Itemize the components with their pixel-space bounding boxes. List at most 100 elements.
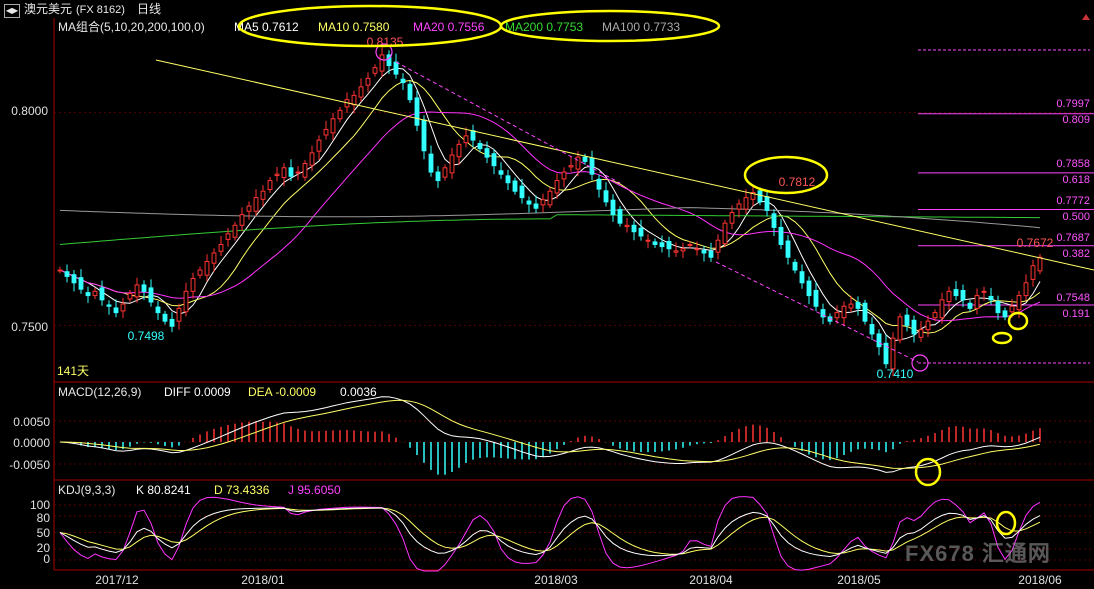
svg-text:100: 100	[30, 498, 50, 512]
candle-body	[890, 337, 896, 370]
candle-body	[967, 302, 973, 309]
candle-body	[617, 209, 623, 224]
annotation-ellipse	[914, 457, 942, 487]
candle-body	[918, 329, 924, 338]
svg-text:0.0050: 0.0050	[13, 415, 50, 429]
macd-legend: MACD(12,26,9) DIFF 0.0009 DEA -0.0009 0.…	[58, 385, 377, 399]
candle-body	[736, 203, 742, 210]
annotation-ellipse	[743, 155, 829, 195]
x-tick: 2018/05	[837, 573, 881, 587]
candle-body	[169, 318, 175, 327]
annotation-ellipse	[991, 331, 1013, 345]
ma-legend-title: MA组合(5,10,20,200,100,0)	[58, 19, 205, 34]
candle-body	[862, 302, 868, 322]
candle-body	[225, 233, 231, 240]
candle-body	[99, 287, 105, 301]
candle-body	[421, 119, 427, 152]
kdj-y-ticks: 100 80 50 20 0	[30, 498, 50, 566]
svg-text:0.0000: 0.0000	[13, 436, 50, 450]
candle-body	[358, 86, 364, 98]
candle-body	[792, 261, 798, 271]
channel-line-upper	[395, 61, 621, 184]
svg-text:0.0036: 0.0036	[340, 385, 377, 399]
instrument-name: 澳元美元	[24, 2, 73, 16]
ma200-value: MA200 0.7753	[505, 20, 583, 34]
fib-ratio-label: 0.382	[1062, 248, 1090, 260]
channel-line-lower	[715, 261, 919, 363]
macd-histogram-and-lines	[54, 396, 1094, 475]
candle-body	[785, 240, 791, 258]
candle-body	[57, 269, 63, 272]
svg-text:KDJ(9,3,3): KDJ(9,3,3)	[58, 483, 115, 497]
candle-body	[841, 305, 847, 319]
candle-body	[771, 213, 777, 228]
candle-body	[281, 167, 287, 179]
watermark: FX678 汇通网	[905, 541, 1051, 566]
macd-dea-line	[59, 399, 1041, 469]
candle-body	[155, 306, 161, 314]
candle-body	[764, 196, 770, 211]
candle-body	[386, 54, 392, 67]
candle-body	[519, 185, 525, 199]
back-icon[interactable]: ◀▶	[4, 4, 20, 18]
ma20-value: MA20 0.7556	[413, 20, 485, 34]
candle-body	[680, 248, 686, 252]
svg-text:K 80.8241: K 80.8241	[136, 483, 191, 497]
candle-body	[148, 287, 154, 303]
candle-body	[995, 301, 1001, 314]
candle-body	[64, 271, 70, 277]
candle-body	[1009, 305, 1015, 313]
candle-body	[603, 190, 609, 203]
ma-legend: MA组合(5,10,20,200,100,0) MA5 0.7612 MA10 …	[58, 19, 680, 34]
ma10-line	[59, 79, 1041, 334]
kdj-lines	[54, 496, 1094, 572]
candle-body	[1030, 265, 1036, 280]
scroll-up-icon[interactable]	[1082, 14, 1090, 20]
candle-body	[540, 199, 546, 206]
kdj-k-line	[59, 507, 1041, 558]
candle-body	[190, 278, 196, 292]
x-tick: 2018/04	[689, 573, 733, 587]
macd-y-ticks: 0.0050 0.0000 -0.0050	[9, 415, 50, 472]
candlesticks[interactable]	[57, 47, 1043, 377]
candle-body	[638, 227, 644, 237]
candle-body	[666, 240, 672, 250]
candle-body	[106, 304, 112, 307]
candle-body	[687, 243, 693, 246]
candle-body	[820, 309, 826, 318]
candle-body	[694, 248, 700, 251]
title-bar: ◀▶ 澳元美元 (FX 8162) 日线	[0, 0, 165, 18]
candle-body	[414, 97, 420, 126]
candle-body	[568, 165, 574, 168]
candle-body	[897, 316, 903, 341]
candle-body	[1016, 295, 1022, 311]
macd-diff-line	[59, 396, 1041, 473]
candle-body	[533, 203, 539, 209]
candle-body	[78, 277, 84, 290]
candle-body	[232, 224, 238, 238]
candle-body	[925, 320, 931, 331]
ma10-value: MA10 0.7580	[318, 20, 390, 34]
kdj-d-line	[59, 507, 1041, 555]
candle-body	[316, 139, 322, 152]
x-tick: 2018/01	[241, 573, 285, 587]
candle-body	[722, 222, 728, 245]
x-tick: 2017/12	[95, 573, 139, 587]
candle-body	[575, 156, 581, 170]
candle-body	[624, 224, 630, 228]
candle-body	[260, 190, 266, 200]
annotation-ellipse	[499, 9, 721, 43]
candle-body	[323, 128, 329, 136]
candle-body	[645, 239, 651, 242]
period-tab[interactable]: 日线	[136, 2, 161, 16]
candle-body	[1023, 282, 1029, 297]
ma100-value: MA100 0.7733	[602, 20, 680, 34]
fib-price-label: 0.7548	[1056, 292, 1090, 304]
candle-body	[71, 274, 77, 284]
candle-body	[120, 303, 126, 312]
candle-body	[981, 290, 987, 293]
fib-ratio-label: 0.191	[1062, 308, 1090, 320]
candle-body	[659, 242, 665, 248]
annotation-ellipses	[237, 4, 1029, 536]
